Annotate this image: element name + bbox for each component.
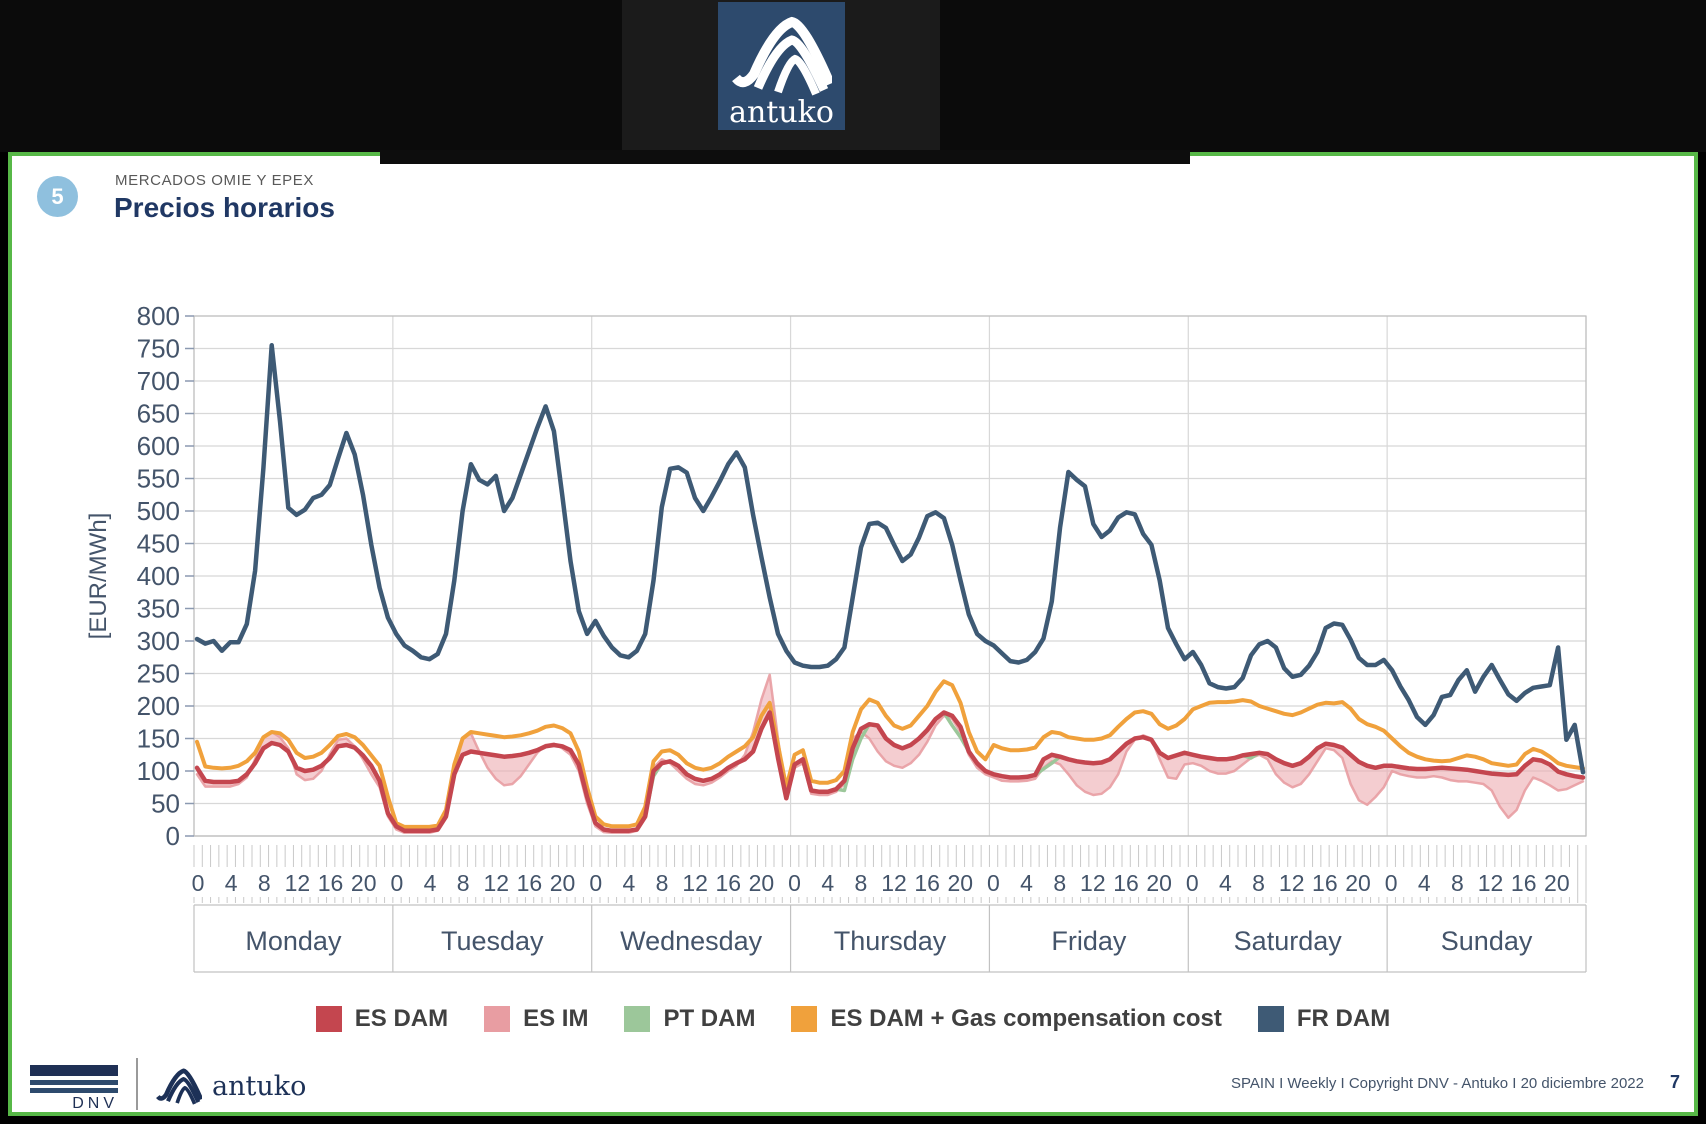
- dnv-logo-bar: [30, 1080, 118, 1085]
- slide-kicker: MERCADOS OMIE Y EPEX: [115, 172, 314, 189]
- antuko-arcs-icon: [732, 16, 832, 96]
- legend-label: ES DAM: [354, 1005, 449, 1032]
- header-shadow-strip: [380, 150, 1190, 164]
- legend-label: FR DAM: [1296, 1005, 1391, 1032]
- legend-label: PT DAM: [663, 1005, 756, 1032]
- legend-item-fr-dam: FR DAM: [1257, 1005, 1391, 1033]
- antuko-footer-text: antuko: [212, 1070, 307, 1102]
- legend-swatch: [484, 1006, 511, 1032]
- legend-item-es-dam: ES DAM: [315, 1005, 449, 1033]
- footer-logos: DNV antuko: [30, 1058, 306, 1113]
- slide: [8, 152, 1698, 1116]
- dnv-logo-bar: [30, 1088, 118, 1093]
- legend-label: ES IM: [523, 1005, 589, 1032]
- legend-swatch: [315, 1006, 342, 1032]
- antuko-logo-tile: antuko: [718, 2, 845, 130]
- legend-item-pt-dam: PT DAM: [624, 1005, 755, 1033]
- legend-swatch: [791, 1006, 818, 1032]
- antuko-logo-text: antuko: [729, 95, 834, 130]
- chart-legend: ES DAM ES IM PT DAM ES DAM + Gas compensati…: [0, 1005, 1706, 1033]
- dnv-logo: DNV: [30, 1065, 118, 1113]
- copyright-text: SPAIN I Weekly I Copyright DNV - Antuko …: [1231, 1075, 1644, 1092]
- legend-item-es-im: ES IM: [484, 1005, 588, 1033]
- header-bar: antuko: [0, 0, 1706, 152]
- dnv-logo-text: DNV: [72, 1095, 118, 1112]
- antuko-footer-logo: antuko: [156, 1066, 306, 1106]
- page-title: Precios horarios: [114, 192, 335, 223]
- dnv-logo-bar: [30, 1065, 118, 1076]
- antuko-arcs-icon: [156, 1068, 202, 1105]
- footer-divider: [136, 1058, 138, 1110]
- page-number: 7: [1669, 1072, 1680, 1092]
- legend-swatch: [624, 1006, 651, 1032]
- legend-swatch: [1257, 1006, 1284, 1032]
- legend-item-es-dam-gas-compensation-cost: ES DAM + Gas compensation cost: [791, 1005, 1222, 1033]
- slide-number-badge: 5: [37, 176, 78, 217]
- legend-label: ES DAM + Gas compensation cost: [830, 1005, 1222, 1032]
- footer-meta: SPAIN I Weekly I Copyright DNV - Antuko …: [1231, 1072, 1680, 1093]
